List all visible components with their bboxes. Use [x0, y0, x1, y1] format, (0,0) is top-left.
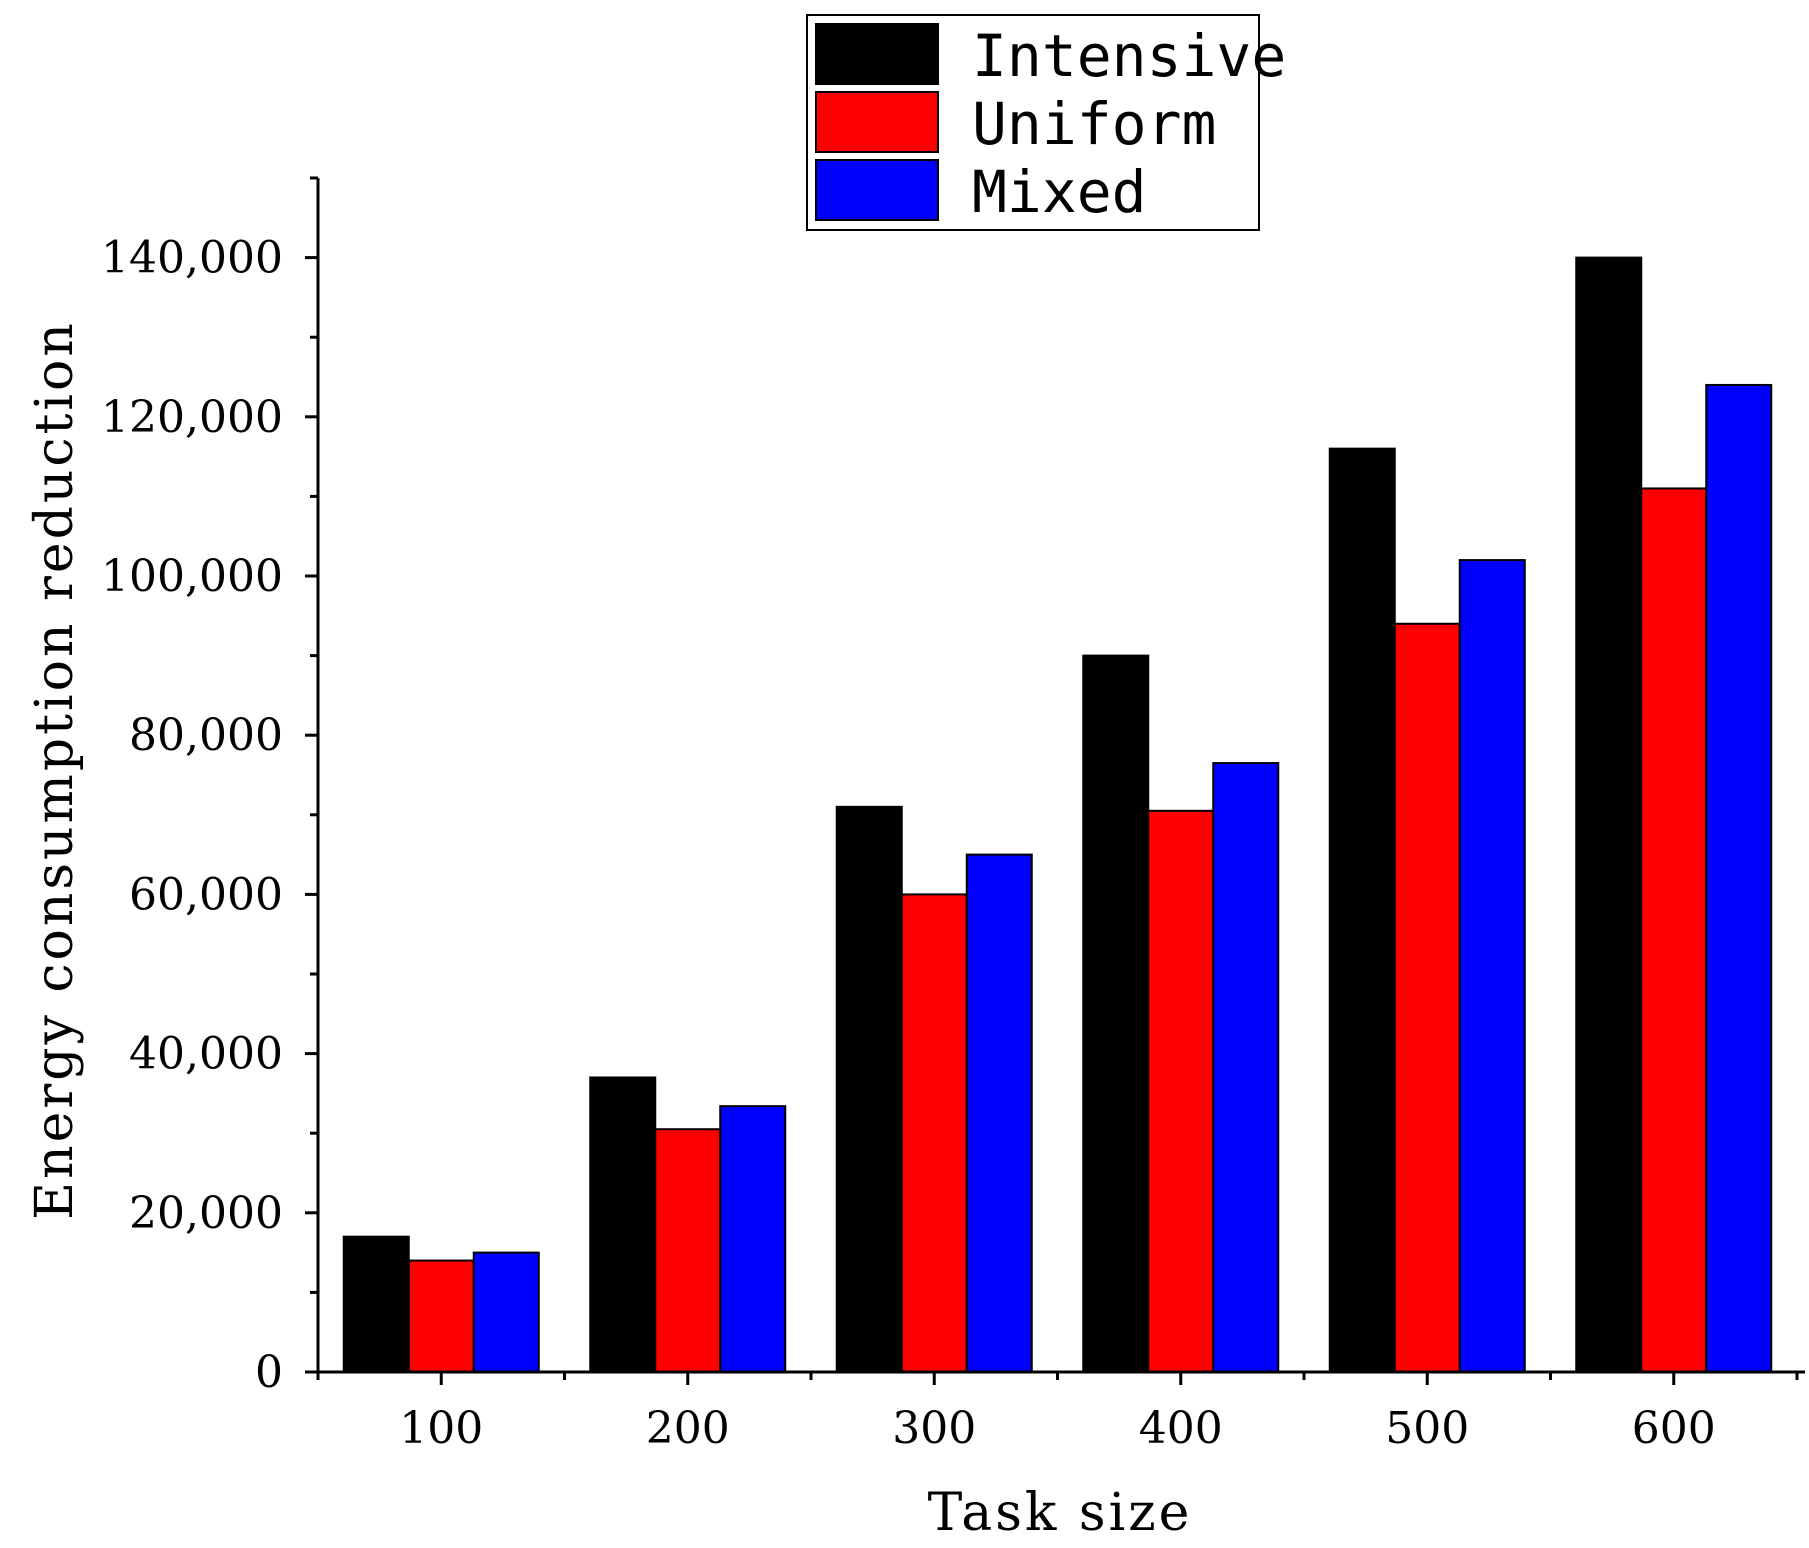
bar-uniform-300 [900, 893, 968, 1374]
y-tick-label: 140,000 [101, 233, 283, 284]
bar-mixed-200 [719, 1105, 787, 1373]
bar-mixed-100 [472, 1251, 540, 1373]
y-axis-title: Energy consumption reduction [25, 320, 85, 1220]
bar-intensive-400 [1082, 654, 1150, 1373]
legend-label-uniform: Uniform [972, 90, 1216, 158]
bar-mixed-500 [1458, 559, 1526, 1373]
y-tick-label: 20,000 [129, 1188, 283, 1239]
y-tick-label: 100,000 [101, 551, 283, 602]
y-tick-label: 80,000 [129, 710, 283, 761]
bar-intensive-600 [1575, 256, 1643, 1374]
legend-swatch-uniform [815, 91, 939, 153]
bar-intensive-100 [342, 1235, 410, 1374]
bar-mixed-300 [965, 853, 1033, 1373]
legend-label-mixed: Mixed [972, 158, 1147, 226]
y-tick-label: 120,000 [101, 392, 283, 443]
bar-intensive-200 [589, 1076, 657, 1373]
y-tick-label: 40,000 [129, 1029, 283, 1080]
legend: Intensive Uniform Mixed [806, 14, 1286, 231]
y-tick-label: 60,000 [129, 869, 283, 920]
bar-uniform-200 [654, 1128, 722, 1373]
bar-uniform-500 [1393, 622, 1461, 1373]
bar-mixed-600 [1705, 383, 1773, 1373]
legend-swatch-intensive [815, 23, 939, 85]
bar-uniform-600 [1640, 487, 1708, 1373]
bar-intensive-500 [1328, 447, 1396, 1373]
x-tick-label: 400 [1139, 1403, 1223, 1454]
x-axis-title: Task size [928, 1483, 1193, 1543]
x-tick-label: 100 [399, 1403, 483, 1454]
y-tick-label: 0 [255, 1347, 283, 1398]
x-tick-label: 300 [892, 1403, 976, 1454]
x-tick-label: 500 [1385, 1403, 1469, 1454]
legend-swatch-mixed [815, 159, 939, 221]
bar-uniform-400 [1147, 809, 1215, 1373]
bar-uniform-100 [407, 1259, 475, 1374]
axes-layer: 0 20,000 40,000 60,000 80,000 100,000 120,000 1… [101, 176, 1805, 1454]
bar-intensive-300 [835, 805, 903, 1373]
bar-mixed-400 [1212, 762, 1280, 1373]
legend-label-intensive: Intensive [972, 22, 1286, 90]
x-tick-label: 200 [646, 1403, 730, 1454]
x-tick-label: 600 [1632, 1403, 1716, 1454]
bars-layer [342, 256, 1773, 1374]
